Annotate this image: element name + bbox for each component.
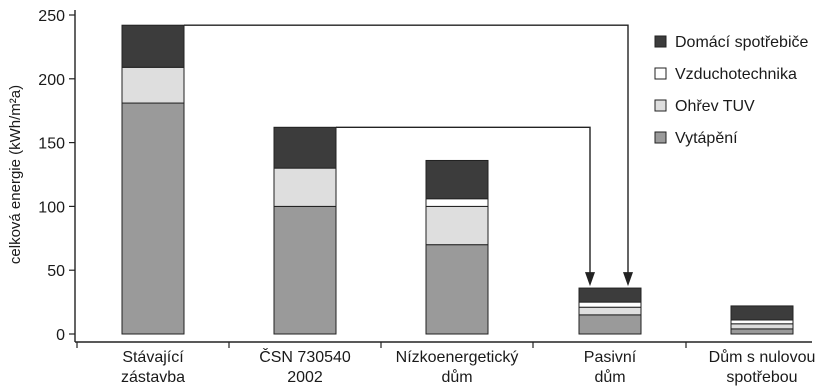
bar-segment-ohřev-tuv: [121, 66, 185, 104]
y-tick-label: 50: [47, 263, 65, 280]
bar-segment-domácí-spotřebiče: [730, 305, 794, 321]
bar-segment-ohřev-tuv: [578, 306, 642, 316]
y-tick-label: 0: [56, 327, 65, 344]
legend-label: Ohřev TUV: [675, 98, 755, 115]
bar-segment-vytápění: [730, 328, 794, 335]
bar-segment-domácí-spotřebiče: [273, 126, 337, 169]
legend-label: Vzduchotechnika: [675, 66, 797, 83]
x-category-label: Stávající: [122, 349, 184, 366]
x-category-label: dům: [594, 368, 625, 386]
connector-arrow-line: [184, 24, 629, 275]
connector-arrow-line: [336, 126, 591, 275]
bar-segment-domácí-spotřebiče: [578, 287, 642, 303]
legend-swatch: [654, 35, 667, 48]
bar-segment-ohřev-tuv: [425, 205, 489, 246]
x-category-label: dům: [441, 368, 472, 386]
bar-segment-ohřev-tuv: [730, 323, 794, 330]
y-tick-label: 100: [38, 199, 65, 216]
bar-segment-ohřev-tuv: [273, 167, 337, 207]
x-category-label: zástavba: [121, 369, 185, 386]
x-category-label: spotřebou: [726, 369, 797, 386]
bar-segment-vytápění: [121, 102, 185, 335]
x-category-label: Dům s nulovou: [709, 348, 816, 366]
y-axis-label: celková energie (kWh/m²a): [7, 85, 24, 264]
bar-segment-vytápění: [425, 244, 489, 335]
y-tick-label: 200: [38, 72, 65, 89]
x-category-label: ČSN 730540: [259, 347, 351, 366]
bar-segment-vzduchotechnika: [578, 301, 642, 308]
y-tick-label: 150: [38, 136, 65, 153]
bar-segment-vytápění: [273, 205, 337, 335]
bar-segment-domácí-spotřebiče: [121, 24, 185, 68]
bar-segment-domácí-spotřebiče: [425, 159, 489, 200]
legend-swatch: [654, 131, 667, 144]
legend-swatch: [654, 99, 667, 112]
bar-segment-vzduchotechnika: [425, 198, 489, 207]
x-category-label: 2002: [287, 369, 323, 386]
y-tick-label: 250: [38, 8, 65, 25]
x-category-label: Pasivní: [584, 349, 637, 366]
x-category-label: Nízkoenergetický: [396, 349, 519, 366]
legend-label: Domácí spotřebiče: [675, 34, 808, 51]
bar-segment-vzduchotechnika: [730, 319, 794, 325]
bar-segment-vytápění: [578, 314, 642, 335]
legend-label: Vytápění: [675, 130, 738, 147]
arrow-head: [623, 272, 633, 287]
arrow-head: [585, 272, 595, 287]
legend-swatch: [654, 67, 667, 80]
